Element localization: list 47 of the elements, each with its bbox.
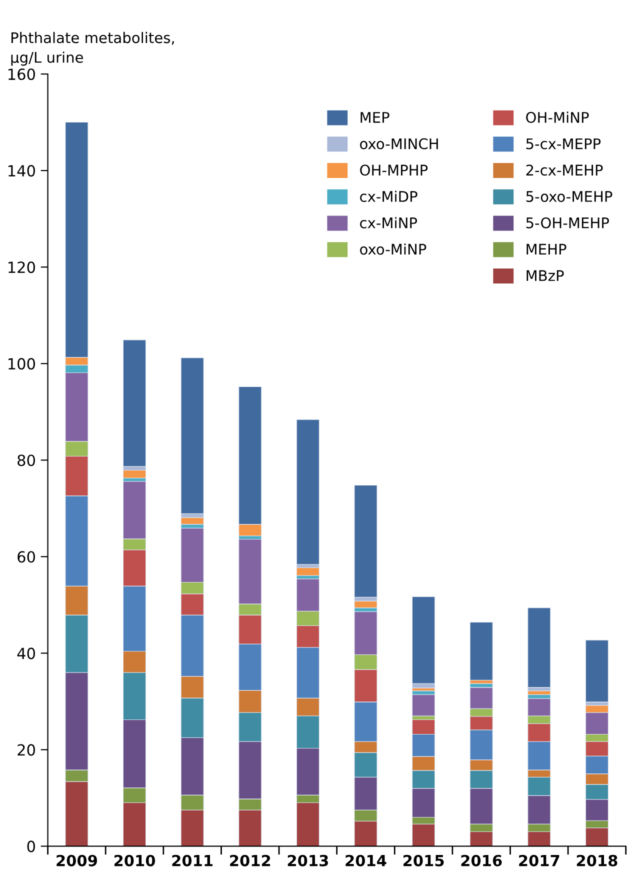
bar	[122, 470, 146, 478]
legend-label: MBzP	[526, 270, 564, 281]
y-tick-label: 60	[18, 551, 35, 563]
legend-label: cx-MiNP	[360, 217, 418, 228]
legend-label: MEP	[360, 112, 390, 123]
legend-label: OH-MPHP	[360, 164, 428, 176]
bar	[296, 419, 320, 565]
x-tick-label: 2011	[172, 854, 213, 866]
x-tick-label: 2018	[576, 854, 618, 866]
x-tick-label: 2014	[346, 854, 386, 866]
y-tick-label: 160	[8, 68, 35, 80]
bar	[180, 517, 204, 525]
legend-label: oxo-MiNP	[360, 243, 426, 255]
x-tick-label: 2009	[56, 854, 97, 866]
x-tick-label: 2013	[288, 854, 328, 866]
bar	[412, 596, 436, 684]
bar	[354, 484, 378, 598]
bar	[585, 640, 609, 702]
y-tick-label: 20	[18, 744, 35, 756]
legend-label: cx-MiDP	[360, 190, 418, 202]
legend-label: oxo-MINCH	[360, 138, 438, 150]
x-tick-label: 2016	[461, 854, 502, 866]
y-axis-title: Phthalate metabolites, µg/L urine	[11, 32, 174, 66]
y-tick-label: 80	[18, 454, 35, 466]
y-tick-label: 140	[8, 165, 35, 177]
legend-label: 5-OH-MEHP	[526, 217, 609, 228]
x-tick-label: 2017	[519, 854, 560, 866]
y-tick-label: 100	[8, 358, 35, 370]
bar	[412, 694, 436, 716]
bar	[180, 358, 204, 514]
x-tick-label: 2015	[403, 854, 444, 866]
y-tick-label: 0	[27, 840, 35, 852]
legend-label: 2-cx-MEHP	[526, 164, 603, 176]
x-tick-label: 2012	[230, 854, 270, 866]
bar	[354, 600, 378, 608]
legend-label: OH-MiNP	[526, 112, 589, 123]
y-tick-label: 120	[8, 262, 35, 274]
bar	[528, 608, 551, 688]
bar	[296, 567, 320, 576]
bar	[470, 622, 493, 680]
x-tick-label: 2010	[114, 854, 156, 866]
legend-label: 5-oxo-MEHP	[526, 191, 612, 202]
bar	[528, 690, 551, 695]
legend-label: 5-cx-MEPP	[526, 138, 601, 150]
y-tick-label: 40	[17, 648, 35, 660]
legend-label: MEHP	[526, 244, 566, 255]
bar	[122, 340, 146, 467]
